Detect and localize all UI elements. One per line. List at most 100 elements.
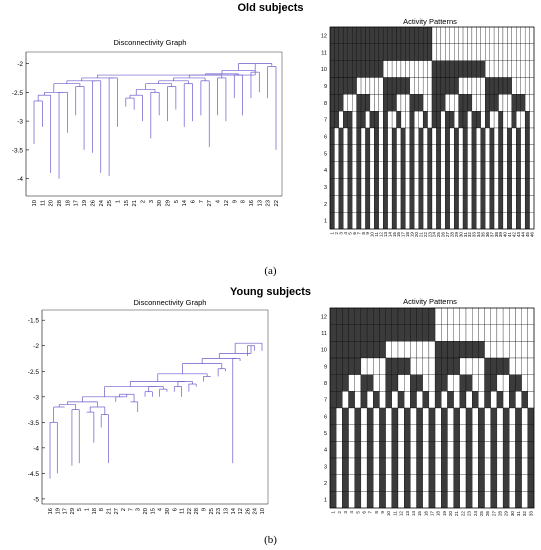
activity-cell [449, 212, 455, 230]
activity-cell [334, 26, 340, 44]
activity-row-label: 10 [321, 348, 327, 354]
activity-cell [511, 127, 517, 145]
activity-cell [520, 127, 526, 145]
activity-cell [347, 77, 353, 95]
activity-cell [427, 77, 433, 95]
activity-cell [338, 195, 344, 213]
activity-col-label: 5 [355, 511, 360, 514]
activity-cell [342, 374, 349, 392]
activity-cell [458, 212, 464, 230]
activity-cell [366, 307, 374, 325]
activity-cell [354, 374, 362, 392]
activity-cell [391, 77, 397, 95]
activity-col-label: 11 [374, 232, 379, 237]
activity-cell [343, 111, 348, 129]
activity-cell [515, 357, 522, 375]
activity-cell [422, 60, 428, 78]
activity-col-label: 8 [361, 232, 366, 235]
activity-cell [416, 424, 423, 442]
dendrogram-x-label: 29 [70, 508, 76, 514]
activity-cell [521, 357, 528, 375]
activity-cell [338, 178, 344, 196]
activity-cell [498, 127, 504, 145]
activity-cell [447, 324, 454, 342]
activity-cell [369, 212, 375, 230]
activity-cell [489, 144, 495, 162]
activity-cell [496, 424, 504, 442]
activity-cell [449, 127, 455, 145]
activity-cell [416, 391, 423, 409]
activity-cell [454, 195, 459, 213]
activity-cell [422, 111, 428, 129]
activity-cell [418, 127, 424, 145]
activity-cell [515, 391, 522, 409]
activity-col-label: 1 [330, 232, 335, 235]
activity-cell [489, 94, 495, 112]
activity-cell [427, 144, 433, 162]
activity-cell [441, 341, 448, 359]
activity-cell [498, 77, 504, 95]
activity-cell [527, 391, 535, 409]
activity-cell [387, 26, 393, 44]
activity-cell [338, 60, 344, 78]
activity-cell [336, 407, 343, 425]
activity-row-label: 2 [324, 202, 327, 208]
activity-cell [459, 341, 467, 359]
activity-cell [440, 212, 446, 230]
activity-cell [467, 195, 473, 213]
activity-cell [441, 441, 448, 459]
activity-cell [454, 77, 459, 95]
activity-cell [447, 391, 454, 409]
activity-cell [453, 341, 460, 359]
activity-col-label: 33 [472, 232, 477, 238]
activity-cell [490, 474, 498, 492]
activity-cell [431, 127, 437, 145]
activity-col-label: 46 [529, 232, 534, 238]
activity-cell [374, 161, 379, 179]
activity-cell [397, 457, 405, 475]
section-title-young: Young subjects [229, 286, 312, 298]
activity-cell [428, 424, 436, 442]
dendrogram-x-label: 4 [158, 507, 164, 511]
activity-cell [405, 77, 410, 95]
activity-col-label: 31 [463, 232, 468, 238]
activity-cell [405, 144, 410, 162]
activity-cell [471, 111, 477, 129]
activity-cell [391, 374, 399, 392]
activity-cell [459, 441, 467, 459]
activity-cell [354, 457, 362, 475]
activity-cell [520, 94, 526, 112]
activity-cell [471, 43, 477, 61]
activity-cell [467, 94, 473, 112]
activity-cell [404, 357, 411, 375]
activity-cell [490, 374, 498, 392]
activity-cell [507, 60, 512, 78]
activity-cell [400, 60, 406, 78]
activity-cell [521, 491, 528, 509]
activity-cell [365, 178, 371, 196]
activity-cell [516, 195, 521, 213]
activity-col-label: 17 [430, 511, 435, 517]
activity-cell [365, 43, 371, 61]
activity-cell [365, 77, 371, 95]
activity-cell [373, 357, 380, 375]
activity-cell [440, 77, 446, 95]
activity-cell [379, 391, 386, 409]
activity-cell [447, 341, 454, 359]
activity-cell [441, 407, 448, 425]
dendrogram-y-tick-label: -2 [33, 343, 39, 350]
activity-col-label: 22 [460, 511, 465, 517]
activity-cell [496, 391, 504, 409]
activity-cell [383, 77, 388, 95]
activity-cell [529, 111, 535, 129]
activity-cell [366, 341, 374, 359]
activity-title-young: Activity Patterns [403, 297, 457, 306]
activity-cell [378, 144, 384, 162]
activity-cell [493, 77, 499, 95]
activity-cell [459, 474, 467, 492]
dendrogram-x-label: 24 [99, 199, 105, 206]
activity-cell [453, 374, 460, 392]
activity-cell [490, 491, 498, 509]
activity-col-label: 34 [476, 232, 481, 238]
activity-cell [356, 161, 362, 179]
